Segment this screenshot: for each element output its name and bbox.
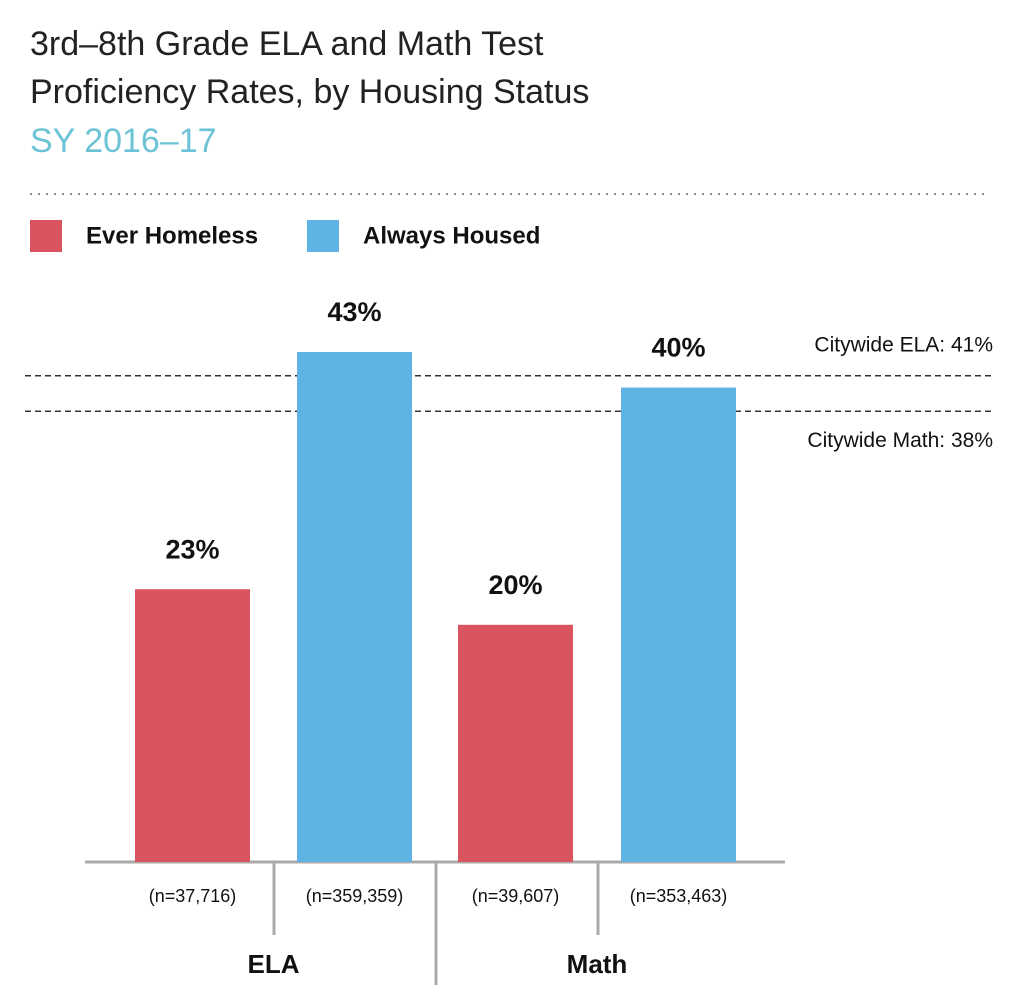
sample-size-label: (n=37,716) [149, 886, 237, 906]
value-label: 23% [165, 534, 219, 564]
legend-swatch [30, 220, 62, 252]
sample-size-label: (n=39,607) [472, 886, 560, 906]
legend-label: Ever Homeless [86, 222, 258, 249]
category-label: ELA [248, 949, 300, 979]
reference-label: Citywide ELA: 41% [814, 333, 993, 356]
value-label: 40% [651, 333, 705, 363]
bar [458, 624, 573, 862]
chart-title: 3rd–8th Grade ELA and Math Test Proficie… [30, 25, 590, 111]
legend-label: Always Housed [363, 222, 540, 249]
value-label: 20% [488, 570, 542, 600]
value-label: 43% [327, 297, 381, 327]
reference-label: Citywide Math: 38% [807, 429, 993, 452]
bar [135, 589, 250, 862]
category-label: Math [567, 949, 628, 979]
sample-size-label: (n=359,359) [306, 886, 404, 906]
bar [297, 352, 412, 862]
legend-swatch [307, 220, 339, 252]
bar [621, 387, 736, 862]
chart-subtitle: SY 2016–17 [30, 122, 217, 160]
sample-size-label: (n=353,463) [630, 886, 728, 906]
